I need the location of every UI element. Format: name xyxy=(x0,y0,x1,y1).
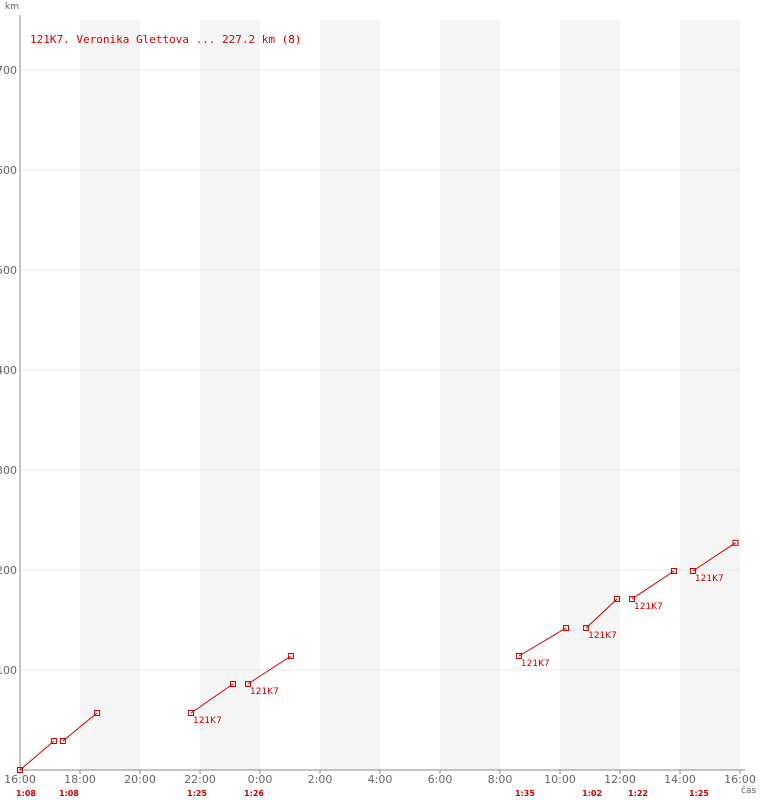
x-tick-label: 10:00 xyxy=(544,773,576,786)
x-tick-label: 6:00 xyxy=(428,773,453,786)
y-tick-label: 100 xyxy=(0,664,17,677)
y-tick-label: 200 xyxy=(0,564,17,577)
segment-line xyxy=(631,570,675,600)
point-label: 121K7 xyxy=(695,574,724,584)
duration-label: 1:26 xyxy=(244,789,264,798)
duration-label: 1:25 xyxy=(689,789,709,798)
x-tick-label: 20:00 xyxy=(124,773,156,786)
x-tick-label: 14:00 xyxy=(664,773,696,786)
point-marker xyxy=(94,710,101,716)
x-tick-label: 12:00 xyxy=(604,773,636,786)
segment-line xyxy=(585,598,618,629)
x-tick-label: 4:00 xyxy=(368,773,393,786)
point-marker xyxy=(515,653,522,659)
segment-line xyxy=(247,655,292,685)
x-axis-label: čas xyxy=(741,785,756,796)
point-marker xyxy=(59,738,66,744)
x-tick-label: 18:00 xyxy=(64,773,96,786)
point-marker xyxy=(245,681,251,687)
segment-line xyxy=(62,712,98,742)
point-marker xyxy=(629,596,635,602)
point-label: 121K7 xyxy=(250,687,279,697)
band xyxy=(440,20,500,770)
y-tick-label: 700 xyxy=(0,64,17,77)
duration-label: 1:08 xyxy=(16,789,36,798)
duration-label: 1:25 xyxy=(187,789,207,798)
duration-label: 1:22 xyxy=(628,789,648,798)
segment-line xyxy=(19,740,55,771)
x-tick-label: 22:00 xyxy=(184,773,216,786)
x-tick-label: 16:00 xyxy=(4,773,36,786)
band xyxy=(200,20,260,770)
y-axis-label: km xyxy=(5,2,19,12)
segment-line xyxy=(692,542,736,572)
point-label: 121K7 xyxy=(193,716,222,726)
point-marker xyxy=(17,767,23,773)
point-marker xyxy=(50,738,57,744)
band xyxy=(560,20,620,770)
point-marker xyxy=(614,596,620,602)
y-tick-label: 300 xyxy=(0,464,17,477)
x-tick-label: 2:00 xyxy=(308,773,333,786)
duration-label: 1:08 xyxy=(59,789,79,798)
point-marker xyxy=(689,568,696,574)
band xyxy=(680,20,740,770)
point-label: 121K7 xyxy=(588,631,617,641)
y-tick-label: 500 xyxy=(0,264,17,277)
x-tick-label: 0:00 xyxy=(248,773,273,786)
point-marker xyxy=(188,710,194,716)
duration-label: 1:35 xyxy=(515,789,535,798)
point-label: 121K7 xyxy=(521,659,550,669)
plot-background xyxy=(80,20,740,770)
chart-title: 121K7. Veronika Glettova ... 227.2 km (8… xyxy=(30,33,302,46)
segment-line xyxy=(190,683,234,714)
y-tick-label: 600 xyxy=(0,164,17,177)
x-tick-label: 16:00 xyxy=(724,773,756,786)
band xyxy=(80,20,140,770)
duration-label: 1:02 xyxy=(582,789,602,798)
point-marker xyxy=(230,681,236,687)
point-marker xyxy=(671,568,677,574)
point-marker xyxy=(732,539,739,546)
y-tick-label: 400 xyxy=(0,364,17,377)
point-label: 121K7 xyxy=(634,602,663,612)
x-tick-label: 8:00 xyxy=(488,773,513,786)
band xyxy=(320,20,380,770)
point-marker xyxy=(287,653,294,659)
point-marker xyxy=(583,625,590,631)
segment-line xyxy=(518,627,567,657)
point-marker xyxy=(563,625,569,631)
